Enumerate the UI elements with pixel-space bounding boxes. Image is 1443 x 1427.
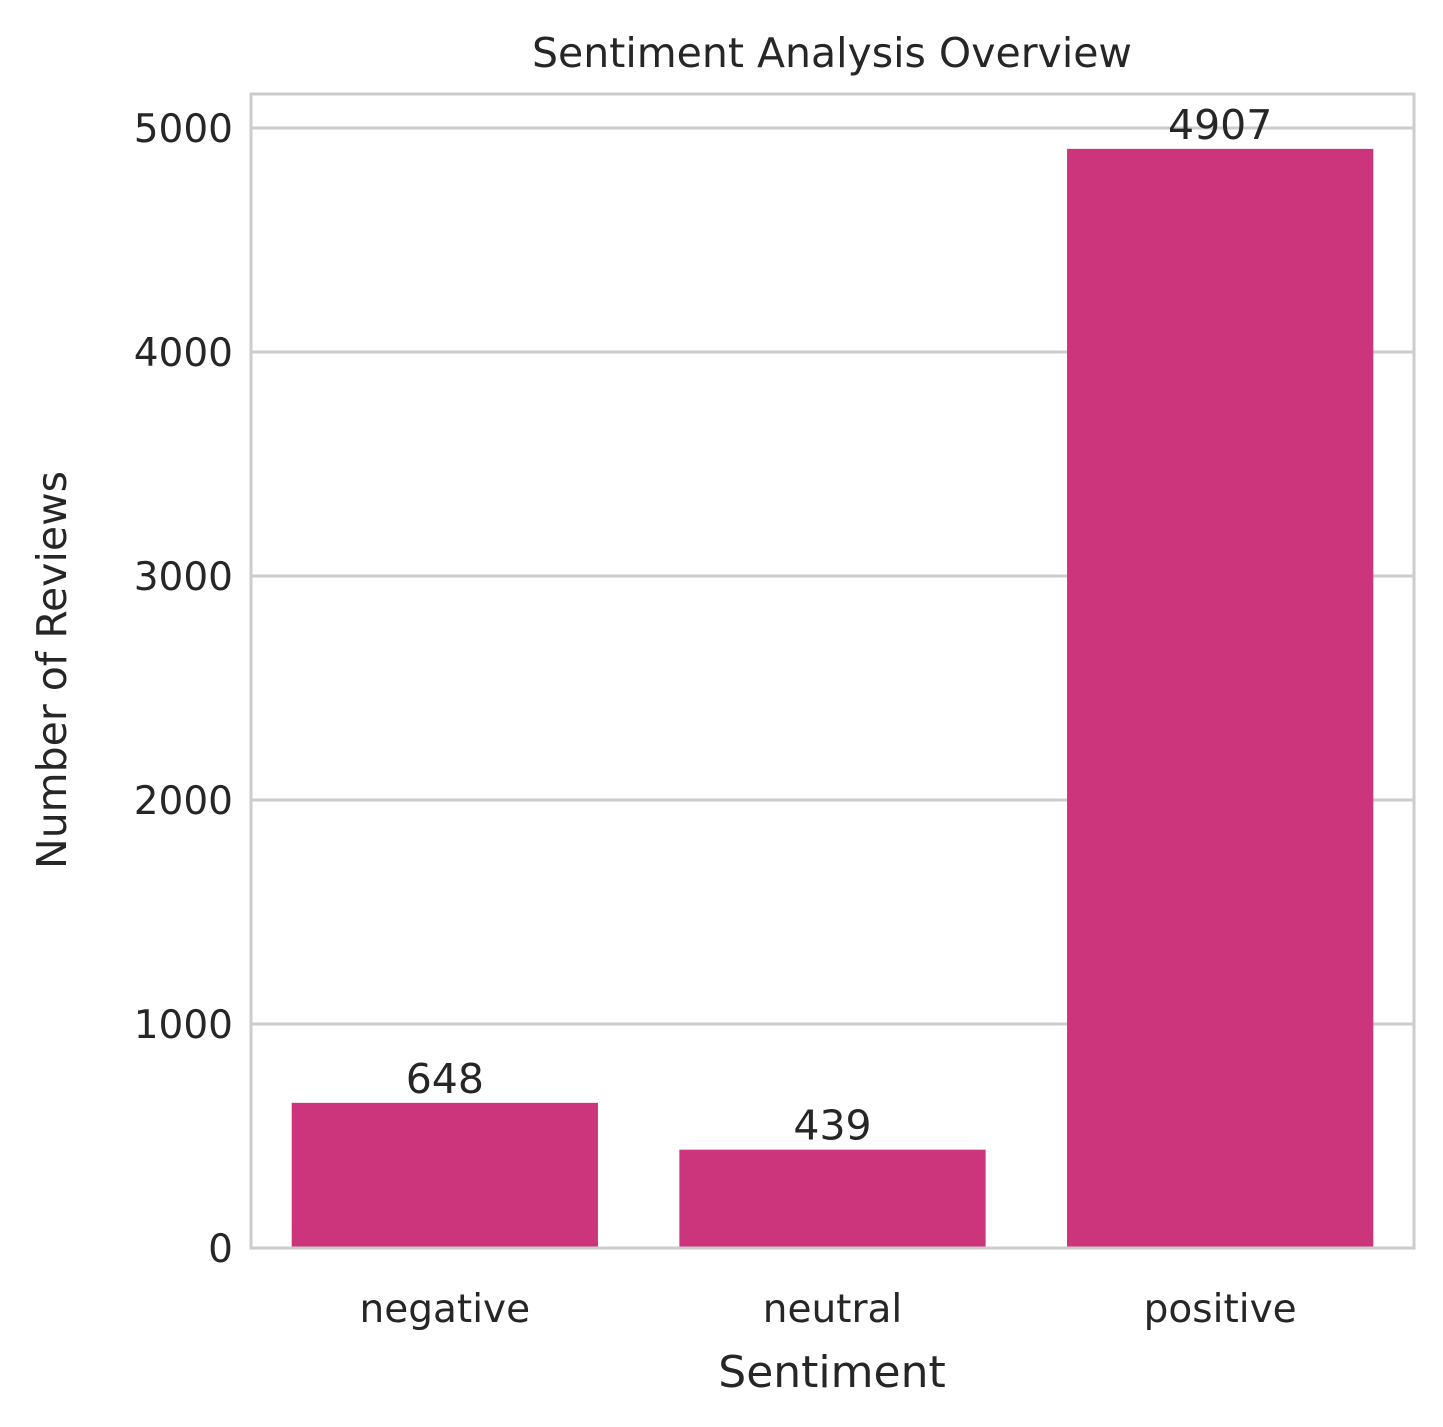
x-tick-labels: negative neutral positive bbox=[360, 1287, 1297, 1332]
y-tick-label-3000: 3000 bbox=[134, 555, 233, 600]
chart-title: Sentiment Analysis Overview bbox=[532, 29, 1132, 77]
data-labels: 648 439 4907 bbox=[406, 101, 1273, 1150]
x-tick-label-neutral: neutral bbox=[763, 1287, 903, 1332]
bars bbox=[291, 148, 1374, 1249]
data-label-negative: 648 bbox=[406, 1055, 484, 1103]
y-tick-label-0: 0 bbox=[208, 1227, 233, 1272]
x-axis-label: Sentiment bbox=[718, 1347, 945, 1398]
x-tick-label-negative: negative bbox=[360, 1287, 531, 1332]
bar-negative bbox=[291, 1102, 598, 1248]
bar-neutral bbox=[679, 1149, 986, 1248]
bar-positive bbox=[1067, 148, 1374, 1249]
y-tick-label-4000: 4000 bbox=[134, 331, 233, 376]
y-tick-label-2000: 2000 bbox=[134, 779, 233, 824]
y-tick-labels: 0 1000 2000 3000 4000 5000 bbox=[134, 107, 233, 1272]
data-label-positive: 4907 bbox=[1168, 101, 1272, 149]
x-tick-label-positive: positive bbox=[1144, 1287, 1297, 1332]
data-label-neutral: 439 bbox=[793, 1102, 871, 1150]
y-tick-label-5000: 5000 bbox=[134, 107, 233, 152]
y-axis-label: Number of Reviews bbox=[28, 471, 76, 869]
y-tick-label-1000: 1000 bbox=[134, 1003, 233, 1048]
plot-frame bbox=[249, 92, 1416, 1250]
